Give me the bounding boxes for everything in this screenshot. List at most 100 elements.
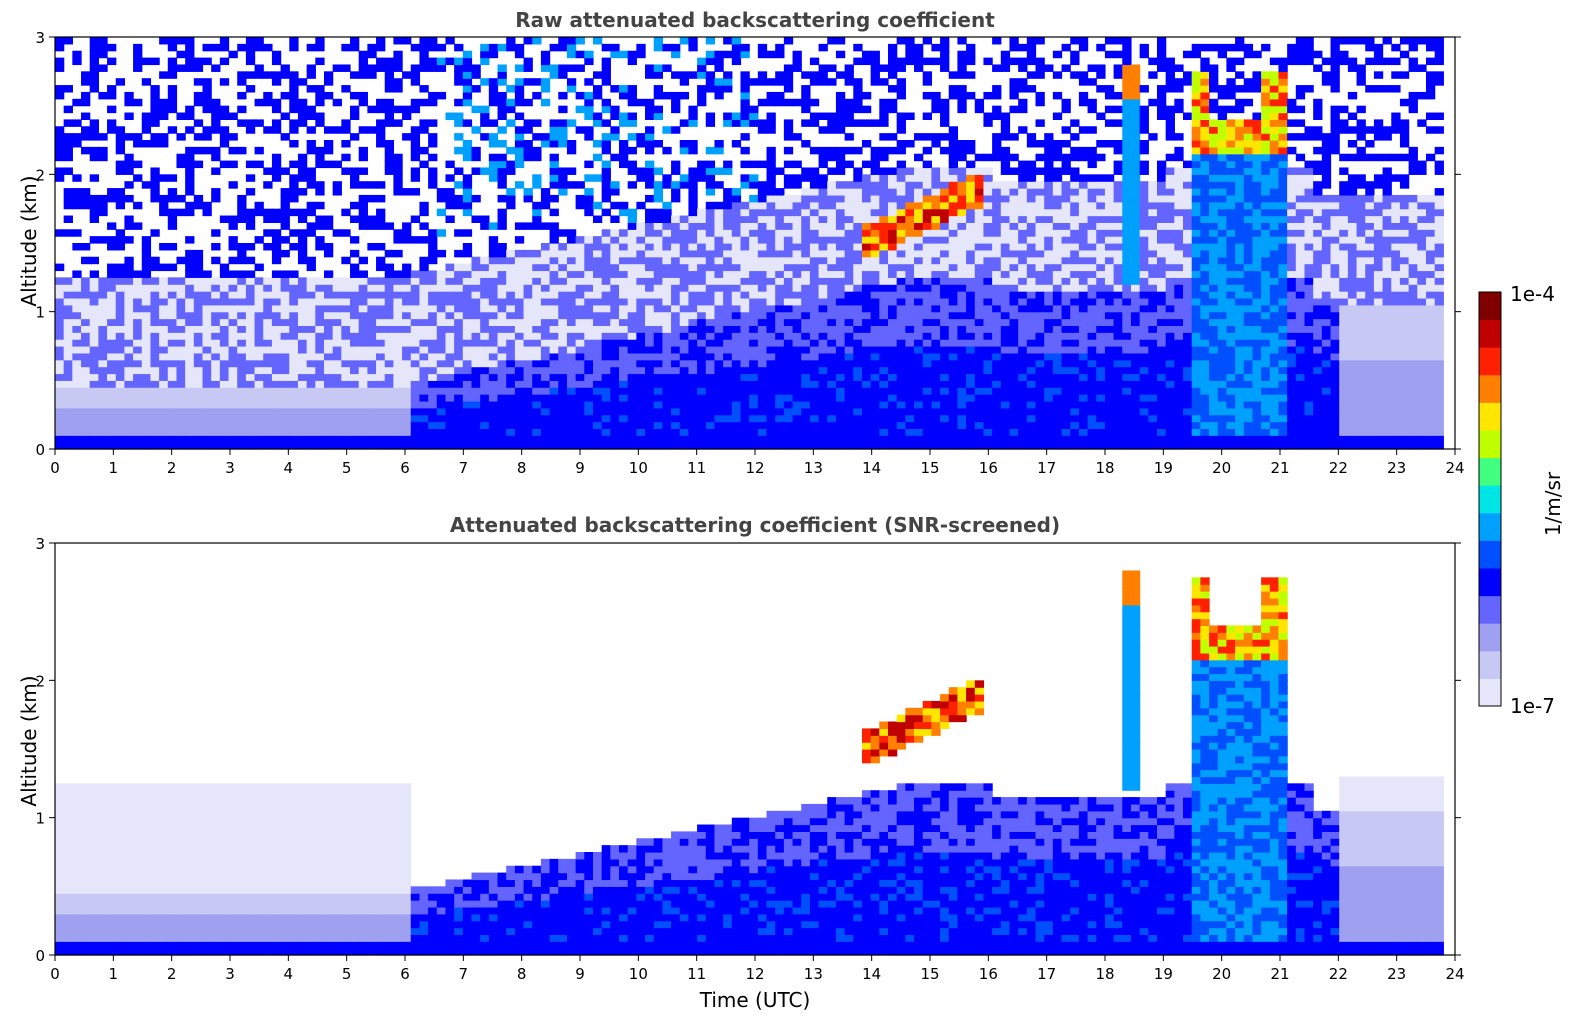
heatmap-cell <box>740 71 750 79</box>
heatmap-cell <box>211 126 221 134</box>
heatmap-cell <box>419 37 429 45</box>
heatmap-cell <box>645 243 655 251</box>
heatmap-cell <box>697 387 707 395</box>
heatmap-cell <box>471 325 481 333</box>
heatmap-cell <box>428 270 438 278</box>
heatmap-cell <box>714 352 724 361</box>
heatmap-cell <box>306 43 316 52</box>
heatmap-cell <box>297 188 308 196</box>
heatmap-cell <box>714 201 724 210</box>
heatmap-cell <box>853 387 863 395</box>
heatmap-cell <box>948 352 959 361</box>
heatmap-cell <box>792 208 802 217</box>
heatmap-cell <box>480 256 490 265</box>
heatmap-cell <box>931 428 941 436</box>
heatmap-cell <box>419 442 429 450</box>
heatmap-cell <box>922 352 932 361</box>
heatmap-cell <box>1009 346 1019 354</box>
heatmap-cell <box>254 435 264 443</box>
heatmap-cell <box>627 400 637 409</box>
heatmap-cell <box>367 194 377 203</box>
heatmap-cell <box>393 339 403 347</box>
heatmap-cell <box>497 291 507 299</box>
heatmap-cell <box>610 332 620 340</box>
heatmap-cell <box>679 352 690 361</box>
heatmap-cell <box>844 304 854 313</box>
heatmap-cell <box>662 428 672 436</box>
heatmap-cell <box>219 339 230 347</box>
heatmap-cell <box>193 359 204 368</box>
heatmap-cell <box>141 359 152 368</box>
heatmap-cell <box>905 222 915 230</box>
heatmap-cell <box>1000 346 1011 354</box>
heatmap-cell <box>809 332 820 340</box>
heatmap-cell <box>766 366 776 375</box>
heatmap-cell <box>176 64 186 72</box>
heatmap-cell <box>237 146 247 155</box>
heatmap-cell <box>350 297 360 306</box>
heatmap-cell <box>297 174 308 182</box>
heatmap-cell <box>853 85 863 93</box>
heatmap-cell <box>254 98 264 107</box>
heatmap-cell <box>228 400 238 409</box>
heatmap-cell <box>827 442 837 450</box>
heatmap-cell <box>124 304 134 313</box>
heatmap-cell <box>211 332 221 340</box>
heatmap-cell <box>245 208 256 217</box>
heatmap-cell <box>1000 201 1011 210</box>
heatmap-cell <box>931 400 941 409</box>
heatmap-cell <box>835 428 846 436</box>
heatmap-cell <box>992 277 1002 285</box>
heatmap-cell <box>1009 332 1019 340</box>
heatmap-cell <box>393 64 403 72</box>
heatmap-cell <box>974 366 985 375</box>
heatmap-cell <box>436 291 447 299</box>
heatmap-cell <box>697 346 707 354</box>
heatmap-cell <box>558 352 568 361</box>
heatmap-cell <box>671 277 681 285</box>
heatmap-cell <box>870 119 880 127</box>
heatmap-cell <box>323 249 334 258</box>
heatmap-cell <box>358 387 368 395</box>
heatmap-cell <box>167 352 178 361</box>
heatmap-cell <box>757 126 768 134</box>
heatmap-cell <box>775 366 785 375</box>
heatmap-cell <box>245 332 256 340</box>
heatmap-cell <box>653 91 663 100</box>
heatmap-cell <box>419 394 429 402</box>
heatmap-cell <box>679 387 690 395</box>
heatmap-cell <box>636 359 646 368</box>
heatmap-cell <box>410 126 421 134</box>
heatmap-cell <box>428 153 438 162</box>
heatmap-cell <box>150 105 160 114</box>
heatmap-cell <box>723 201 733 210</box>
heatmap-cell <box>480 318 490 326</box>
heatmap-cell <box>315 119 325 127</box>
heatmap-cell <box>81 71 91 79</box>
heatmap-cell <box>948 421 959 429</box>
heatmap-cell <box>783 119 794 127</box>
heatmap-cell <box>957 229 967 237</box>
heatmap-cell <box>731 387 742 395</box>
heatmap-cell <box>297 394 308 402</box>
heatmap-cell <box>202 270 212 278</box>
heatmap-cell <box>81 421 91 429</box>
heatmap-cell <box>124 284 134 292</box>
heatmap-cell <box>809 112 820 120</box>
heatmap-cell <box>410 215 421 223</box>
heatmap-cell <box>879 222 889 230</box>
heatmap-cell <box>688 291 698 299</box>
heatmap-cell <box>514 263 525 272</box>
heatmap-cell <box>393 297 403 306</box>
heatmap-cell <box>219 407 230 416</box>
heatmap-cell <box>757 181 768 189</box>
heatmap-cell <box>480 78 490 86</box>
heatmap-cell <box>454 332 464 340</box>
heatmap-cell <box>679 435 690 443</box>
heatmap-cell <box>940 428 950 436</box>
heatmap-cell <box>167 243 178 251</box>
heatmap-cell <box>861 188 872 196</box>
heatmap-cell <box>323 421 334 429</box>
heatmap-cell <box>905 201 915 210</box>
heatmap-cell <box>462 208 473 217</box>
